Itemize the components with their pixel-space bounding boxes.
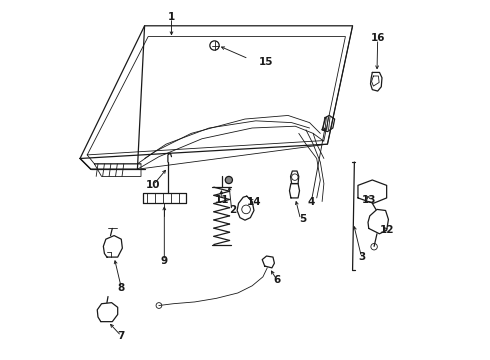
- Circle shape: [225, 176, 232, 184]
- Text: 6: 6: [273, 275, 281, 285]
- Text: 13: 13: [362, 195, 376, 205]
- Text: 7: 7: [118, 331, 125, 341]
- Text: 14: 14: [246, 197, 261, 207]
- Text: 11: 11: [215, 195, 229, 205]
- Text: 8: 8: [118, 283, 125, 293]
- Text: 12: 12: [379, 225, 394, 235]
- Text: 4: 4: [308, 197, 315, 207]
- Text: 9: 9: [161, 256, 168, 266]
- Text: 2: 2: [229, 206, 236, 216]
- Text: 5: 5: [299, 215, 306, 224]
- Text: 16: 16: [370, 33, 385, 43]
- Text: 1: 1: [168, 12, 175, 22]
- Text: 15: 15: [259, 57, 274, 67]
- Text: 10: 10: [147, 180, 161, 190]
- Text: 3: 3: [358, 252, 365, 262]
